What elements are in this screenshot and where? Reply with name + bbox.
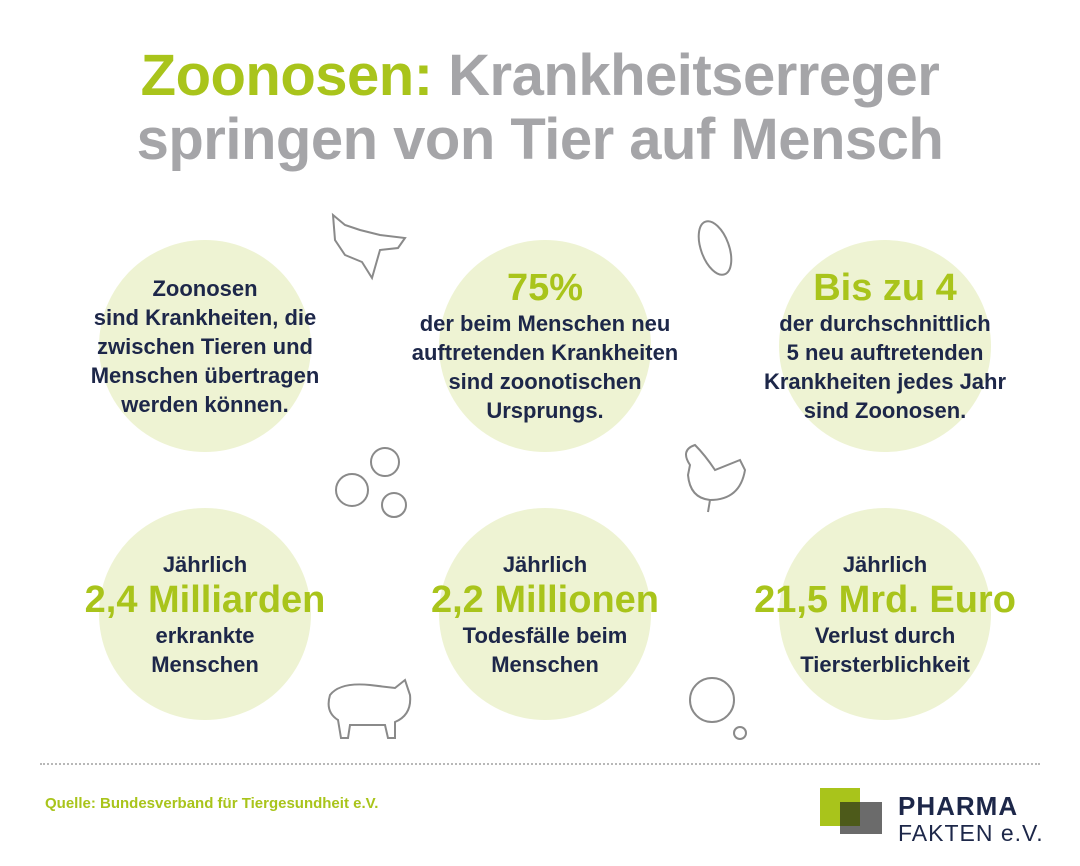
fact-line: Menschen: [491, 651, 599, 677]
logo-text: FAKTEN e.V.: [898, 820, 1044, 846]
fact-line: auftretenden Krankheiten: [411, 340, 679, 365]
fact-line: der beim Menschen neu: [419, 311, 671, 336]
fact-highlight: 2,4 Milliarden: [84, 578, 326, 621]
fact-highlight: Bis zu 4: [813, 267, 957, 309]
fact-cell: Bis zu 4 der durchschnittlich 5 neu auft…: [705, 231, 1065, 461]
title-line: springen von Tier auf Mensch: [136, 107, 944, 172]
circle: [439, 508, 651, 720]
fact-line: Menschen übertragen: [90, 362, 320, 388]
virus-icon: [381, 492, 407, 518]
fact-pre: Jährlich: [502, 551, 588, 577]
circle: [439, 240, 651, 452]
fact-cell: Zoonosen sind Krankheiten, die zwischen …: [25, 231, 385, 461]
fact-line: Menschen: [151, 651, 259, 677]
fact-highlight: 21,5 Mrd. Euro: [754, 578, 1016, 621]
pig-icon: [327, 678, 412, 739]
fact-cell: 75% der beim Menschen neu auftretenden K…: [365, 231, 725, 461]
fact-line: Krankheiten jedes Jahr: [763, 369, 1007, 394]
title-line: Zoonosen: Krankheitserreger: [0, 42, 1080, 109]
circle: [779, 240, 991, 452]
circle: [99, 508, 311, 720]
fact-line: Zoonosen: [152, 275, 258, 301]
title-accent: Zoonosen:: [140, 43, 433, 108]
logo-text: PHARMA: [898, 791, 1019, 821]
fact-line: 5 neu auftretenden: [786, 340, 984, 365]
fact-line: der durchschnittlich: [779, 311, 991, 336]
logo-overlap: [840, 802, 860, 826]
fact-line: Ursprungs.: [486, 398, 604, 423]
virus-icon: [733, 726, 747, 740]
source: Quelle: Bundesverband für Tiergesundheit…: [45, 795, 379, 812]
fact-highlight: 75%: [506, 267, 584, 309]
virus-icon: [370, 447, 400, 477]
fact-pre: Jährlich: [842, 551, 928, 577]
fact-cell: Jährlich 21,5 Mrd. Euro Verlust durch Ti…: [705, 499, 1065, 729]
bacteria-icon: [697, 220, 733, 276]
virus-icon: [689, 677, 735, 723]
logo-mark: [820, 788, 882, 834]
fact-highlight: 2,2 Millionen: [430, 578, 660, 621]
fact-line: erkrankte: [155, 622, 255, 648]
fact-cell: Jährlich 2,2 Millionen Todesfälle beim M…: [365, 499, 725, 729]
title-text: Krankheitserreger: [448, 43, 940, 108]
circle: [99, 240, 311, 452]
fact-line: Todesfälle beim: [462, 622, 628, 648]
circle: [779, 508, 991, 720]
chicken-icon: [685, 443, 747, 513]
divider: [40, 763, 1040, 765]
fact-line: Verlust durch: [814, 622, 956, 648]
fact-line: Tiersterblichkeit: [800, 651, 970, 677]
fact-line: sind Krankheiten, die: [93, 304, 317, 330]
fact-cell: Jährlich 2,4 Milliarden erkrankte Mensch…: [25, 499, 385, 729]
fact-line: sind Zoonosen.: [803, 398, 967, 423]
bat-icon: [331, 212, 407, 281]
fact-pre: Jährlich: [162, 551, 248, 577]
fact-line: zwischen Tieren und: [97, 333, 313, 359]
fact-line: sind zoonotischen: [448, 369, 642, 394]
virus-icon: [335, 473, 369, 507]
fact-line: werden können.: [121, 391, 289, 417]
